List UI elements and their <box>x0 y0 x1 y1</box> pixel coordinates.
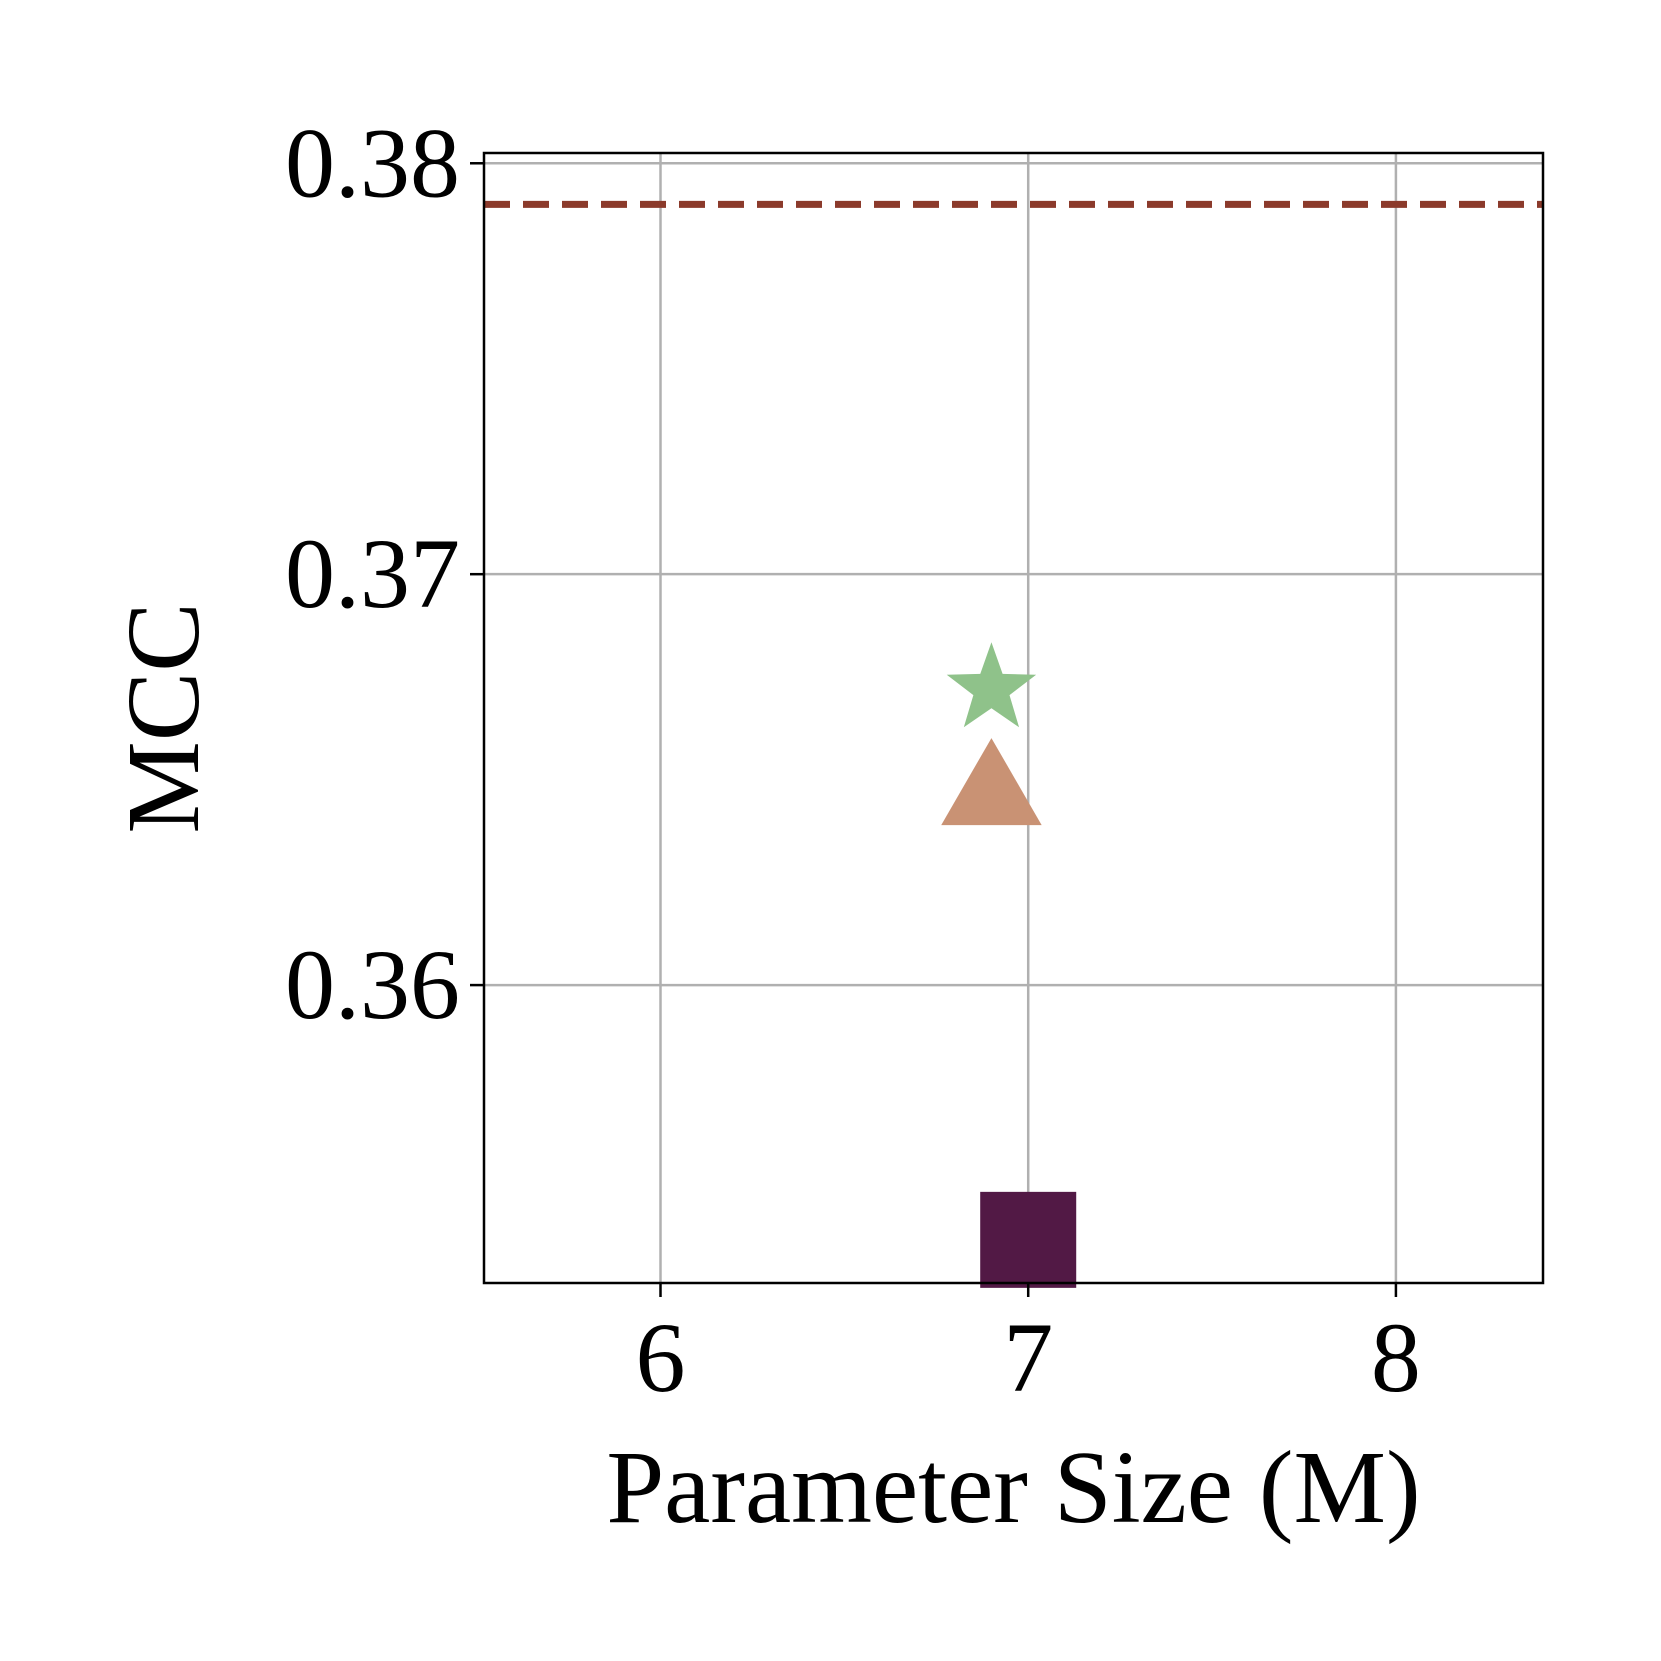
star-marker <box>946 642 1037 728</box>
data-points <box>941 642 1077 1288</box>
plot-frame <box>482 151 1545 1285</box>
x-tick-label: 8 <box>1371 1302 1421 1413</box>
y-tick-label: 0.36 <box>285 929 460 1040</box>
y-tick-label: 0.38 <box>285 107 460 218</box>
triangle-marker <box>941 738 1042 826</box>
grid <box>484 153 1543 1283</box>
x-axis-title: Parameter Size (M) <box>606 1430 1420 1545</box>
square-marker <box>980 1191 1077 1288</box>
y-tick-label: 0.37 <box>285 518 460 629</box>
x-tick-label: 7 <box>1003 1302 1053 1413</box>
axis-ticks: 6 7 8 0.36 0.37 0.38 <box>285 107 1421 1413</box>
y-axis-title: MCC <box>106 602 221 833</box>
x-tick-label: 6 <box>636 1302 686 1413</box>
